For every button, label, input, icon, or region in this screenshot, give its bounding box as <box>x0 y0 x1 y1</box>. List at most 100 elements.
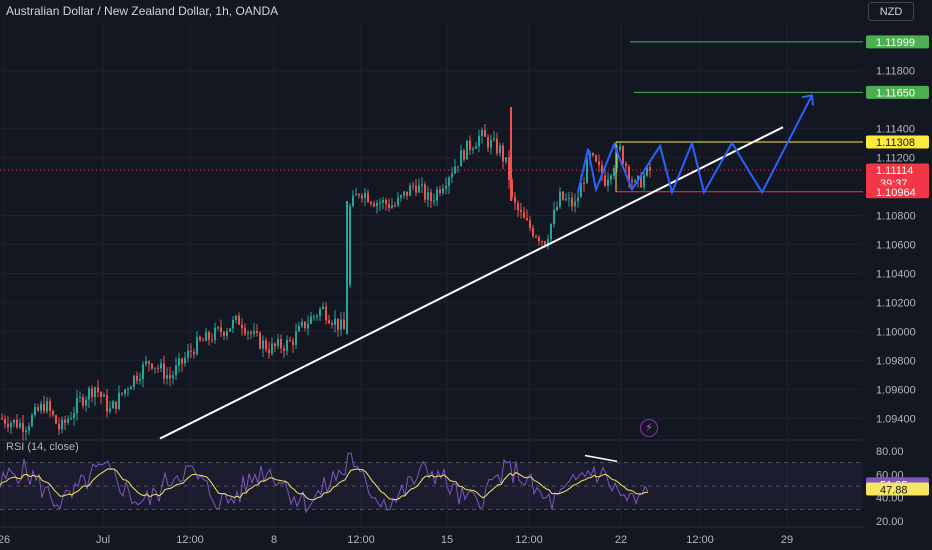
candle-body <box>559 191 561 207</box>
candle-body <box>367 192 369 203</box>
candle-body <box>388 203 390 208</box>
level-badge <box>866 35 929 49</box>
rsi-ma-line <box>0 468 649 501</box>
rsi-indicator-label[interactable]: RSI (14, close) <box>6 441 79 453</box>
candle-body <box>235 315 237 320</box>
candle-body <box>571 197 573 207</box>
candle-body <box>547 239 549 247</box>
candle-body <box>592 153 594 156</box>
candle-body <box>199 336 201 341</box>
drawings <box>0 41 863 463</box>
candle-body <box>433 200 435 202</box>
candle-body <box>601 165 603 176</box>
candle-body <box>262 340 264 349</box>
candle-body <box>187 350 189 358</box>
candle-body <box>343 319 345 330</box>
candle-body <box>310 316 312 324</box>
candle-body <box>271 343 273 354</box>
candle-body <box>193 351 195 355</box>
price-tick-label: 1.09800 <box>876 355 916 367</box>
candle-body <box>436 189 438 201</box>
trendline <box>159 126 784 440</box>
candle-body <box>517 202 519 211</box>
candle-body <box>337 318 339 330</box>
candle-body <box>118 392 120 410</box>
candle-body <box>424 184 426 200</box>
candle-body <box>607 179 609 186</box>
candle-body <box>610 175 612 180</box>
candle-body <box>25 430 27 433</box>
candle-body <box>532 227 534 236</box>
lightning-icon[interactable]: ⚡ <box>640 419 658 437</box>
candle-body <box>241 324 243 329</box>
projection-arrowhead <box>801 94 814 106</box>
candle-body <box>451 173 453 178</box>
time-tick-label: 15 <box>441 534 453 546</box>
candle-body <box>250 332 252 334</box>
candle-body <box>325 306 327 321</box>
candle-body <box>148 361 150 364</box>
candle-body <box>151 363 153 369</box>
candle-body <box>100 392 102 397</box>
time-tick-label: 12:00 <box>686 534 714 546</box>
candle-body <box>406 191 408 196</box>
candle-body <box>274 343 276 346</box>
level-badge <box>866 85 929 99</box>
candle-body <box>316 315 318 317</box>
candle-body <box>454 166 456 174</box>
candle-body <box>238 315 240 325</box>
candle-body <box>37 406 39 411</box>
candle-body <box>253 331 255 334</box>
candle-body <box>58 423 60 430</box>
candle-body <box>349 206 351 286</box>
candle-body <box>529 220 531 228</box>
candle-body <box>154 367 156 369</box>
candle-body <box>427 192 429 200</box>
candle-body <box>508 157 510 181</box>
candle-body <box>277 339 279 346</box>
candle-body <box>466 140 468 160</box>
candle-body <box>73 413 75 419</box>
candle-body <box>586 159 588 184</box>
candle-body <box>88 388 90 400</box>
candle-body <box>541 241 543 243</box>
candle-body <box>580 182 582 198</box>
price-tick-label: 1.11400 <box>876 124 915 136</box>
candle-body <box>145 361 147 365</box>
candles <box>1 106 651 441</box>
candle-body <box>409 185 411 196</box>
time-tick-label: 12:00 <box>347 534 375 546</box>
candle-body <box>445 185 447 189</box>
candle-body <box>22 423 24 433</box>
rsi-divergence-line <box>584 454 618 463</box>
rsi-band <box>0 462 863 510</box>
candle-body <box>628 166 630 180</box>
level-label: 1.11999 <box>876 37 915 49</box>
candle-body <box>130 386 132 390</box>
candle-body <box>229 328 231 332</box>
candle-body <box>568 197 570 199</box>
candle-body <box>376 202 378 207</box>
candle-body <box>127 389 129 391</box>
rsi-ma-value: 47.88 <box>880 484 908 496</box>
candle-body <box>10 422 12 428</box>
candle-body <box>196 336 198 355</box>
price-axis[interactable]: 1.09400 1.09600 1.09800 1.10000 1.10200 1.104… <box>863 0 932 550</box>
currency-button[interactable]: NZD <box>868 2 914 21</box>
candle-body <box>598 161 600 166</box>
rsi-tick-label: 40.00 <box>876 493 904 505</box>
price-tick-label: 1.09600 <box>876 384 916 396</box>
time-axis[interactable]: 26 Jul 12:00 8 12:00 15 12:00 22 12:00 29 <box>0 534 793 546</box>
candle-body <box>124 389 126 394</box>
candle-body <box>442 188 444 194</box>
candle-body <box>292 341 294 345</box>
candle-body <box>61 419 63 430</box>
candle-body <box>556 206 558 211</box>
candle-body <box>469 140 471 150</box>
candle-body <box>385 200 387 204</box>
candle-body <box>43 403 45 412</box>
candle-body <box>166 375 168 379</box>
symbol-title[interactable]: Australian Dollar / New Zealand Dollar, … <box>6 4 279 18</box>
candle-body <box>298 325 300 332</box>
